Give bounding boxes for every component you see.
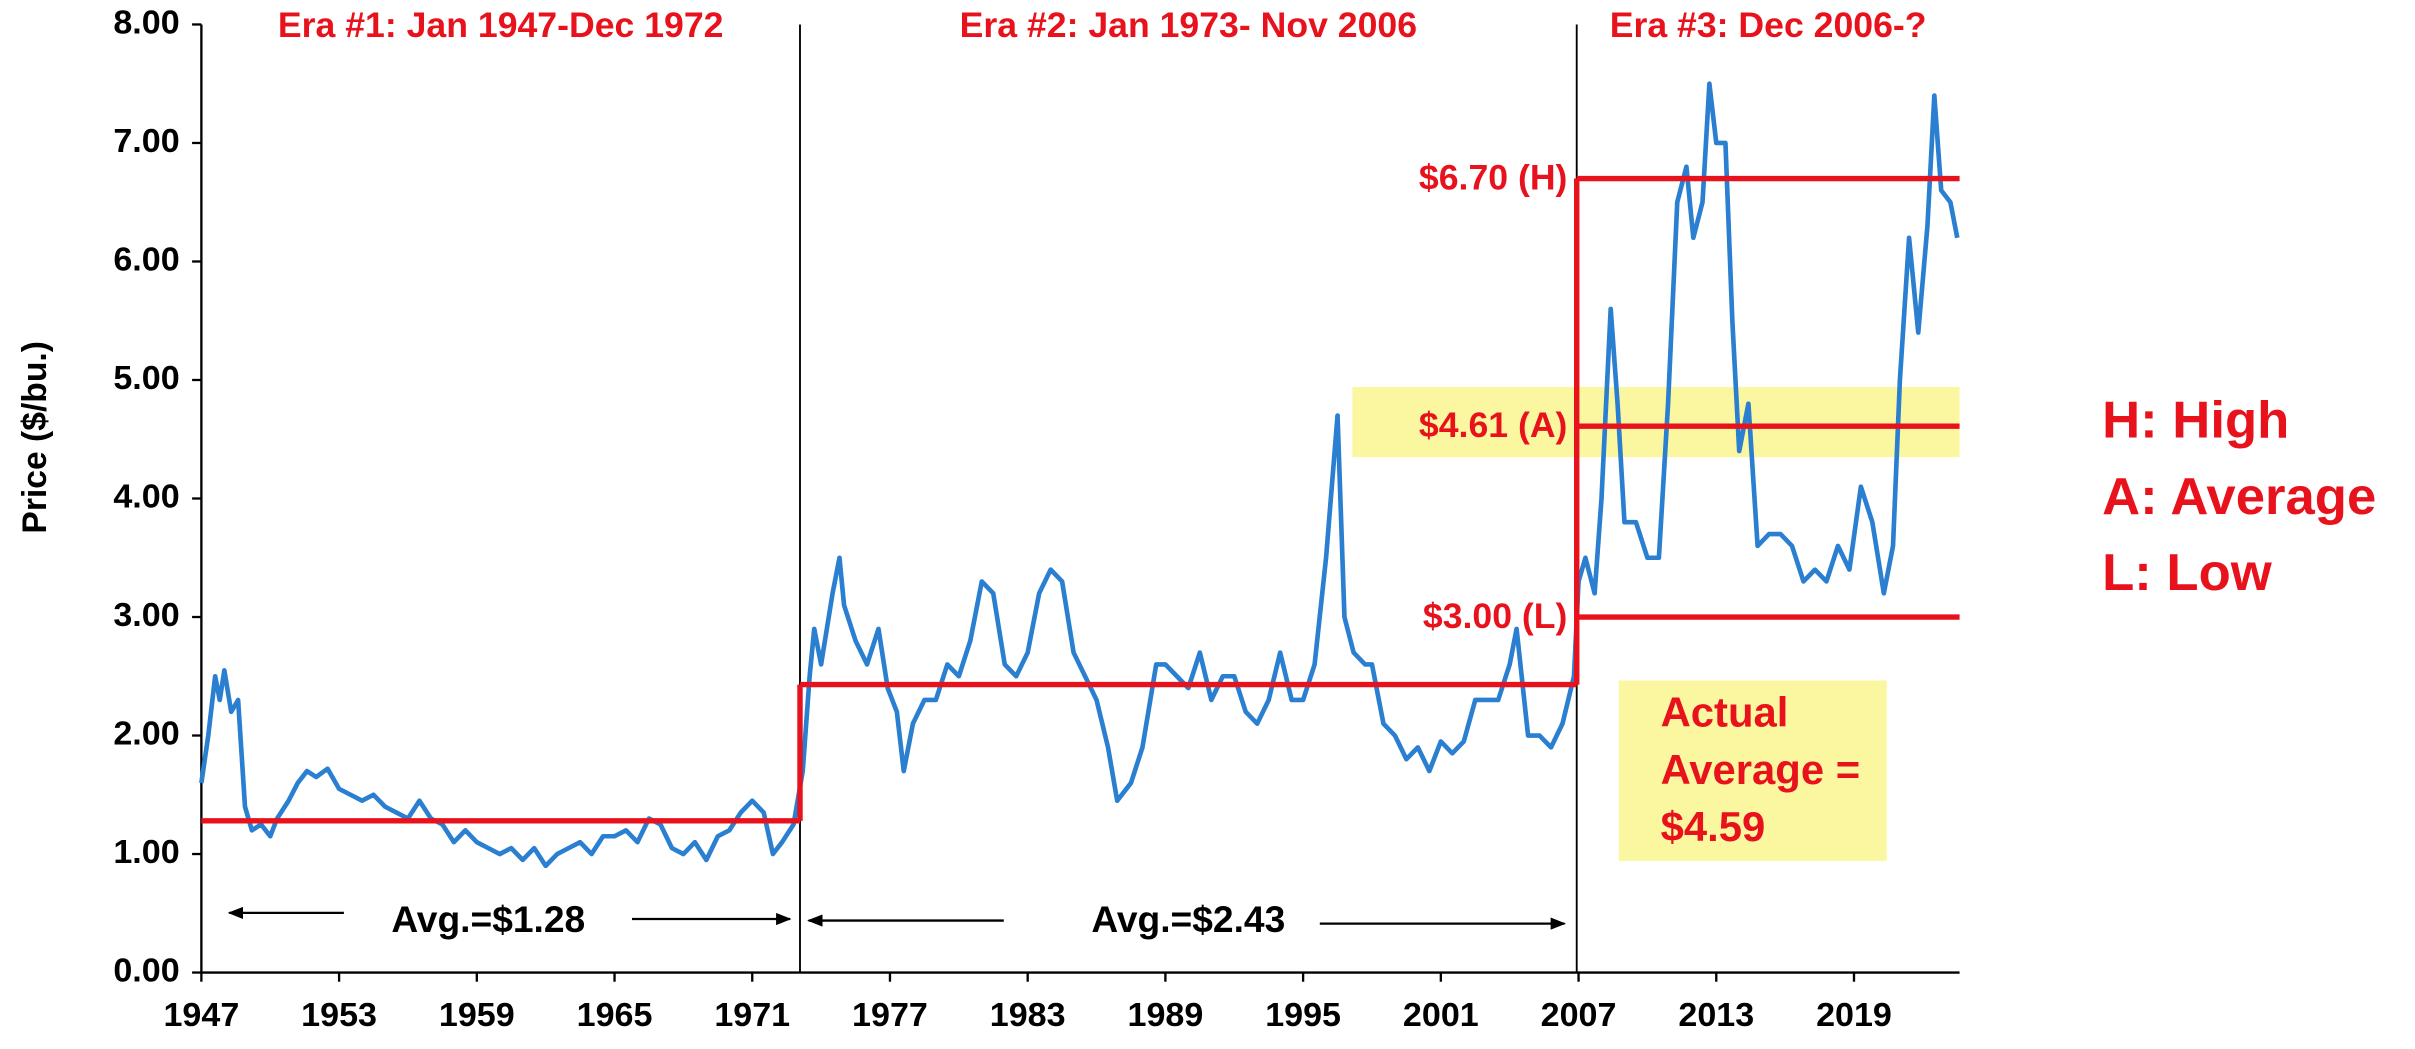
average-label: Avg.=$1.28 — [391, 899, 585, 940]
x-tick-label: 2013 — [1678, 996, 1754, 1034]
y-tick-label: 7.00 — [113, 122, 179, 160]
note-box — [1618, 680, 1887, 861]
average-highlight — [1352, 386, 1960, 458]
x-tick-label: 1995 — [1265, 996, 1341, 1034]
era-title: Era #3: Dec 2006-? — [1610, 5, 1927, 45]
y-tick-label: 0.00 — [113, 952, 179, 990]
y-tick-label: 5.00 — [113, 359, 179, 397]
x-tick-label: 2019 — [1816, 996, 1892, 1034]
y-tick-label: 6.00 — [113, 241, 179, 279]
x-tick-label: 1977 — [852, 996, 928, 1034]
note-text: Average = — [1661, 746, 1861, 793]
x-tick-label: 1971 — [714, 996, 790, 1034]
y-tick-label: 4.00 — [113, 478, 179, 516]
y-tick-label: 2.00 — [113, 715, 179, 753]
x-tick-label: 1965 — [577, 996, 653, 1034]
era-title: Era #2: Jan 1973- Nov 2006 — [960, 5, 1417, 45]
x-tick-label: 1989 — [1127, 996, 1203, 1034]
level-label: $4.61 (A) — [1419, 405, 1567, 445]
avg-arrows — [227, 906, 1567, 930]
note-text: Actual — [1661, 689, 1789, 736]
x-tick-label: 1983 — [990, 996, 1066, 1034]
level-label: $6.70 (H) — [1419, 158, 1567, 198]
x-tick-label: 1947 — [163, 996, 239, 1034]
x-tick-label: 2007 — [1541, 996, 1617, 1034]
y-tick-label: 1.00 — [113, 833, 179, 871]
y-tick-label: 8.00 — [113, 4, 179, 42]
era-title: Era #1: Jan 1947-Dec 1972 — [278, 5, 724, 45]
key-text: A: Average — [2102, 468, 2376, 526]
y-tick-label: 3.00 — [113, 596, 179, 634]
key-text: L: Low — [2102, 545, 2272, 603]
x-tick-label: 2001 — [1403, 996, 1479, 1034]
key-text: H: High — [2102, 392, 2289, 450]
y-axis-label: Price ($/bu.) — [16, 341, 54, 534]
x-tick-label: 1959 — [439, 996, 515, 1034]
price-line — [199, 81, 1960, 869]
note-text: $4.59 — [1661, 803, 1766, 850]
average-label: Avg.=$2.43 — [1091, 899, 1285, 940]
level-label: $3.00 (L) — [1423, 596, 1568, 636]
x-tick-label: 1953 — [301, 996, 377, 1034]
